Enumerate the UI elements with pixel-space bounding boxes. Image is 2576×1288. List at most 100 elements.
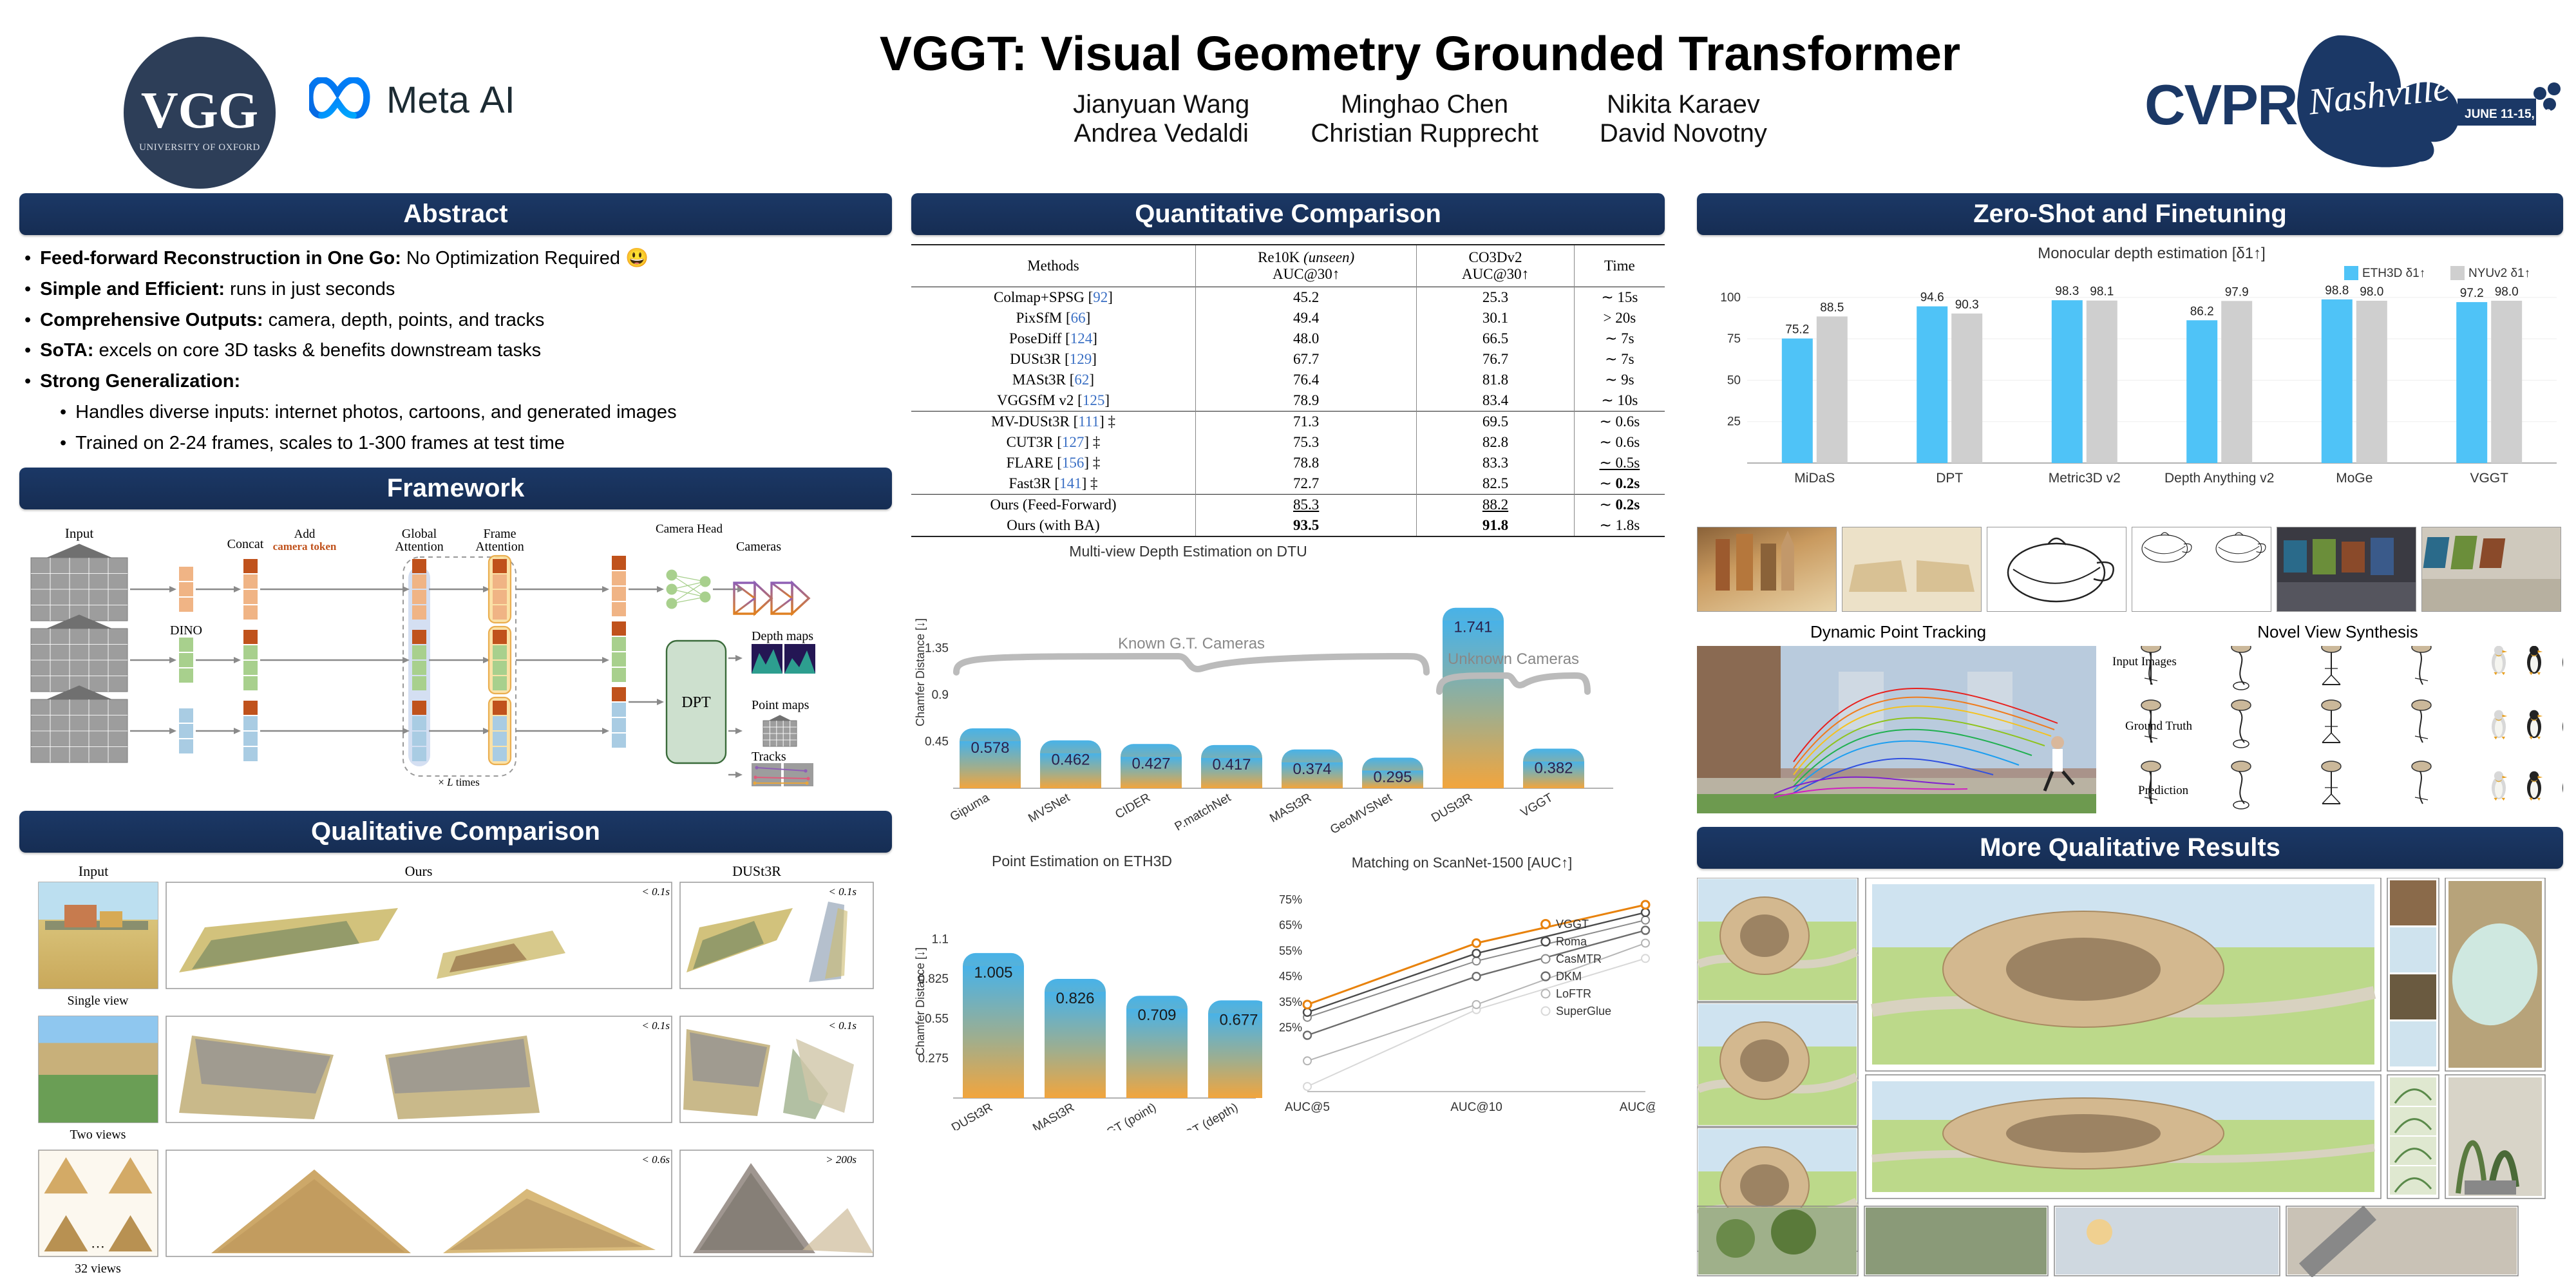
svg-text:LoFTR: LoFTR bbox=[1556, 987, 1591, 1000]
svg-text:32 views: 32 views bbox=[75, 1262, 121, 1276]
svg-text:Attention: Attention bbox=[475, 540, 524, 554]
svg-text:DINO: DINO bbox=[170, 623, 202, 638]
svg-text:ETH3D δ1↑: ETH3D δ1↑ bbox=[2362, 267, 2425, 280]
svg-text:0.462: 0.462 bbox=[1051, 752, 1090, 769]
svg-text:AUC@10: AUC@10 bbox=[1450, 1101, 1502, 1114]
svg-text:1.741: 1.741 bbox=[1454, 619, 1492, 636]
svg-text:Two views: Two views bbox=[70, 1128, 126, 1142]
svg-text:VGGT: VGGT bbox=[1556, 918, 1589, 931]
svg-text:MASt3R: MASt3R bbox=[1267, 791, 1314, 826]
svg-text:UNIVERSITY OF OXFORD: UNIVERSITY OF OXFORD bbox=[139, 142, 260, 153]
svg-text:NYUv2 δ1↑: NYUv2 δ1↑ bbox=[2468, 267, 2530, 280]
svg-text:55%: 55% bbox=[1279, 944, 1302, 957]
svg-text:1.1: 1.1 bbox=[932, 933, 949, 947]
svg-text:0.826: 0.826 bbox=[1056, 990, 1094, 1007]
svg-text:Metric3D v2: Metric3D v2 bbox=[2049, 471, 2121, 486]
svg-text:0.374: 0.374 bbox=[1293, 761, 1331, 778]
svg-text:98.3: 98.3 bbox=[2055, 285, 2079, 298]
svg-text:98.1: 98.1 bbox=[2090, 285, 2114, 299]
svg-text:MVSNet: MVSNet bbox=[1026, 791, 1072, 826]
svg-text:75%: 75% bbox=[1279, 893, 1302, 906]
svg-text:98.0: 98.0 bbox=[2360, 285, 2383, 299]
svg-text:CasMTR: CasMTR bbox=[1556, 952, 1602, 965]
svg-text:Add: Add bbox=[294, 527, 316, 541]
svg-text:97.2: 97.2 bbox=[2460, 287, 2484, 300]
svg-text:MiDaS: MiDaS bbox=[1794, 471, 1835, 486]
svg-text:65%: 65% bbox=[1279, 919, 1302, 932]
svg-text:VGGT (depth): VGGT (depth) bbox=[1167, 1101, 1240, 1130]
svg-text:45%: 45% bbox=[1279, 970, 1302, 983]
svg-text:Known G.T. Cameras: Known G.T. Cameras bbox=[1118, 635, 1265, 652]
svg-text:CVPR: CVPR bbox=[2145, 73, 2297, 137]
svg-text:SuperGlue: SuperGlue bbox=[1556, 1005, 1611, 1018]
svg-text:Ours: Ours bbox=[405, 863, 433, 879]
svg-text:98.8: 98.8 bbox=[2325, 284, 2349, 298]
svg-text:100: 100 bbox=[1720, 291, 1741, 305]
svg-text:0.382: 0.382 bbox=[1534, 760, 1573, 777]
svg-text:GeoMVSNet: GeoMVSNet bbox=[1328, 791, 1394, 837]
svg-text:Attention: Attention bbox=[395, 540, 444, 554]
svg-text:P.matchNet: P.matchNet bbox=[1173, 791, 1234, 834]
svg-text:Cameras: Cameras bbox=[736, 540, 781, 554]
svg-text:1.35: 1.35 bbox=[925, 642, 949, 656]
svg-text:0.55: 0.55 bbox=[925, 1012, 949, 1026]
svg-text:90.3: 90.3 bbox=[1955, 298, 1979, 312]
svg-text:DUSt3R: DUSt3R bbox=[732, 863, 781, 879]
svg-text:Prediction: Prediction bbox=[2138, 784, 2189, 797]
svg-text:Point Estimation on ETH3D: Point Estimation on ETH3D bbox=[992, 853, 1172, 869]
svg-text:Tracks: Tracks bbox=[752, 750, 786, 764]
svg-text:0.578: 0.578 bbox=[971, 739, 1009, 757]
svg-text:1.005: 1.005 bbox=[974, 964, 1012, 981]
svg-text:VGG: VGG bbox=[141, 82, 258, 139]
svg-text:Input: Input bbox=[65, 526, 93, 541]
svg-text:DUSt3R: DUSt3R bbox=[1429, 791, 1475, 825]
svg-text:DUSt3R: DUSt3R bbox=[949, 1101, 995, 1130]
svg-text:0.9: 0.9 bbox=[932, 688, 949, 702]
svg-text:97.9: 97.9 bbox=[2225, 285, 2249, 299]
svg-text:Camera Head: Camera Head bbox=[656, 522, 723, 536]
svg-text:camera token: camera token bbox=[273, 540, 337, 553]
svg-text:CIDER: CIDER bbox=[1113, 791, 1153, 822]
svg-text:Single view: Single view bbox=[68, 994, 129, 1008]
svg-text:Global: Global bbox=[402, 527, 437, 541]
svg-text:86.2: 86.2 bbox=[2190, 305, 2214, 318]
svg-text:0.417: 0.417 bbox=[1212, 756, 1251, 773]
svg-text:Chamfer Distance [↓]: Chamfer Distance [↓] bbox=[914, 947, 927, 1056]
svg-text:Depth maps: Depth maps bbox=[752, 629, 813, 643]
svg-text:25: 25 bbox=[1727, 415, 1741, 429]
svg-text:Multi-view Depth Estimation on: Multi-view Depth Estimation on DTU bbox=[1069, 544, 1307, 560]
svg-text:Depth Anything v2: Depth Anything v2 bbox=[2164, 471, 2274, 486]
svg-text:50: 50 bbox=[1727, 374, 1741, 387]
svg-text:AUC@5: AUC@5 bbox=[1285, 1101, 1330, 1114]
svg-text:Ground Truth: Ground Truth bbox=[2125, 719, 2192, 733]
svg-text:75.2: 75.2 bbox=[1785, 323, 1809, 337]
svg-text:88.5: 88.5 bbox=[1820, 301, 1844, 314]
svg-text:Point maps: Point maps bbox=[752, 698, 810, 712]
svg-text:AUC@20: AUC@20 bbox=[1620, 1101, 1655, 1114]
svg-text:Chamfer Distance [↓]: Chamfer Distance [↓] bbox=[914, 618, 927, 726]
svg-text:DKM: DKM bbox=[1556, 970, 1582, 983]
svg-text:25%: 25% bbox=[1279, 1021, 1302, 1034]
svg-text:0.677: 0.677 bbox=[1219, 1011, 1258, 1028]
svg-text:94.6: 94.6 bbox=[1920, 291, 1944, 305]
svg-text:35%: 35% bbox=[1279, 996, 1302, 1009]
svg-text:VGGT: VGGT bbox=[2470, 471, 2508, 486]
svg-text:0.427: 0.427 bbox=[1132, 755, 1170, 772]
svg-text:JUNE 11-15, 2025: JUNE 11-15, 2025 bbox=[2465, 108, 2566, 121]
svg-text:Unknown Cameras: Unknown Cameras bbox=[1448, 650, 1579, 668]
svg-text:75: 75 bbox=[1727, 332, 1741, 346]
svg-text:0.709: 0.709 bbox=[1137, 1007, 1176, 1024]
svg-text:VGGT: VGGT bbox=[1519, 791, 1555, 820]
svg-text:× L times: × L times bbox=[438, 776, 479, 788]
svg-text:0.45: 0.45 bbox=[925, 735, 949, 749]
svg-text:Frame: Frame bbox=[483, 527, 516, 541]
svg-text:Input Images: Input Images bbox=[2112, 655, 2177, 668]
svg-text:DPT: DPT bbox=[1936, 471, 1963, 486]
svg-text:Gipuma: Gipuma bbox=[948, 791, 992, 824]
svg-text:Monocular depth estimation [δ1: Monocular depth estimation [δ1↑] bbox=[2038, 245, 2266, 262]
svg-text:VGGT (point): VGGT (point) bbox=[1089, 1101, 1159, 1130]
svg-text:98.0: 98.0 bbox=[2495, 285, 2519, 299]
svg-text:Matching on ScanNet-1500 [AUC↑: Matching on ScanNet-1500 [AUC↑] bbox=[1352, 855, 1572, 871]
svg-text:MASt3R: MASt3R bbox=[1030, 1101, 1077, 1130]
svg-text:0.295: 0.295 bbox=[1373, 769, 1412, 786]
